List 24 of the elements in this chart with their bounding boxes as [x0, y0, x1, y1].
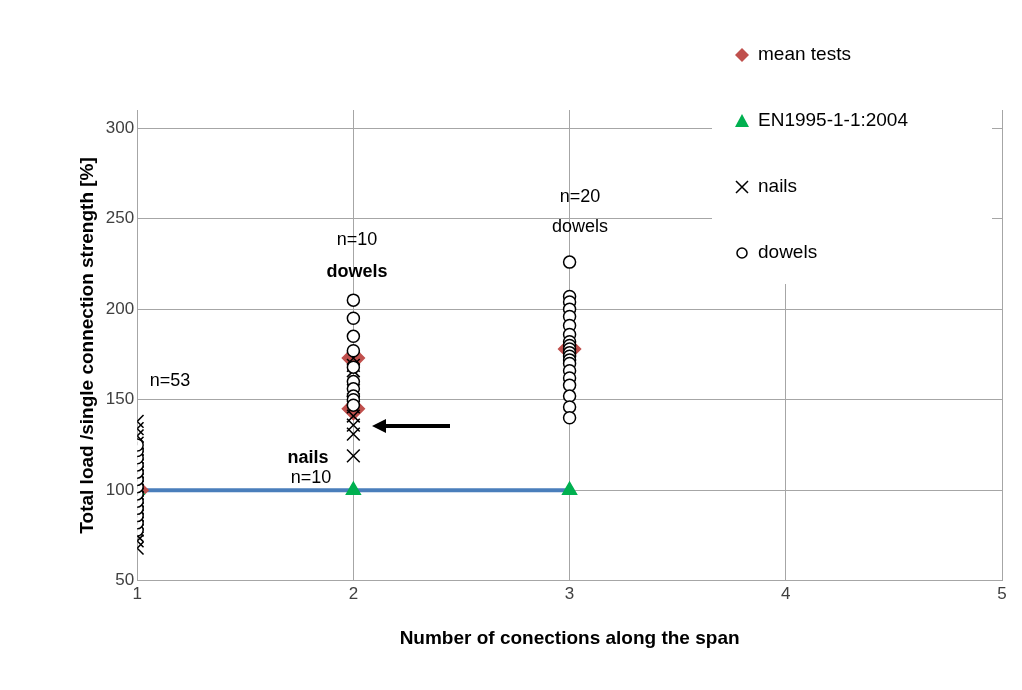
legend-label: nails: [758, 175, 798, 197]
x-tick-label: 1: [132, 583, 142, 603]
annotation: n=10: [336, 228, 378, 249]
y-tick-label: 200: [105, 298, 135, 318]
annotation: n=10: [290, 466, 332, 487]
y-tick-label: 150: [105, 389, 135, 409]
y-tick-label: 300: [105, 117, 135, 137]
x-axis-title: Number of conections along the span: [399, 626, 740, 648]
annotation: nails: [287, 446, 329, 467]
y-tick-label: 100: [105, 479, 135, 499]
legend-label: mean tests: [758, 43, 851, 65]
y-tick-label: 250: [105, 208, 135, 228]
y-tick-label: 50: [115, 570, 135, 590]
annotation: dowels: [326, 260, 388, 281]
y-axis-title: Total load /single connection strength [%]: [75, 157, 97, 534]
annotation: n=53: [149, 369, 191, 390]
legend-label: dowels: [758, 241, 818, 263]
x-tick-label: 3: [564, 583, 575, 603]
x-tick-label: 5: [997, 583, 1007, 603]
legend-label: EN1995-1-1:2004: [758, 109, 909, 131]
annotation: n=20: [559, 185, 601, 206]
x-tick-label: 2: [348, 583, 359, 603]
x-tick-label: 4: [781, 583, 791, 603]
annotation: dowels: [551, 215, 609, 236]
